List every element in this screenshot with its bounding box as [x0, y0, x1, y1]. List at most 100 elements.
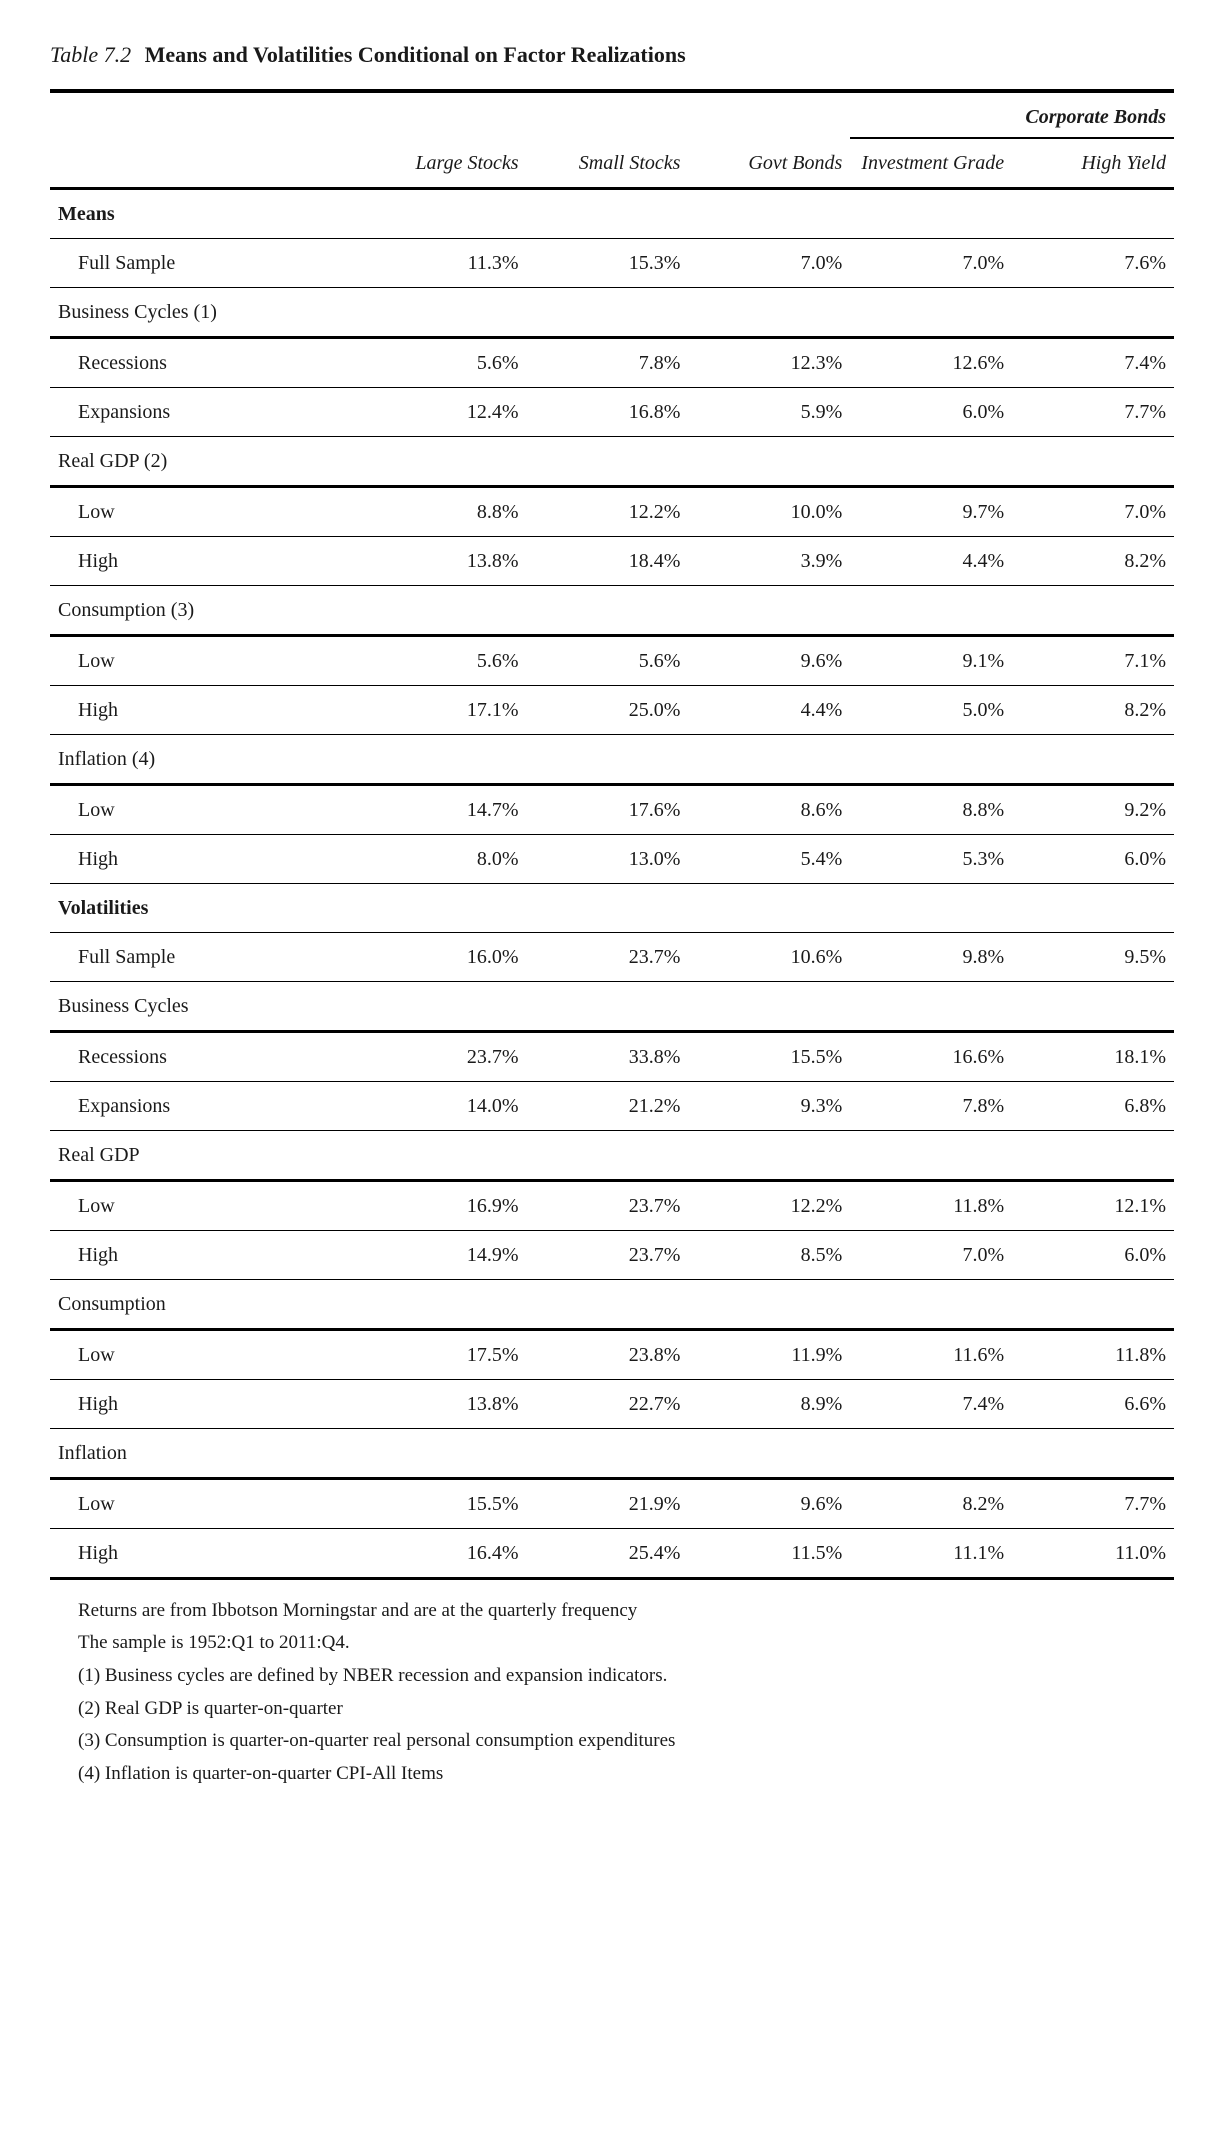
cell: 13.0%: [527, 834, 689, 883]
table-number: Table 7.2: [50, 42, 131, 67]
row-label: High: [50, 1528, 365, 1578]
cell: 13.8%: [365, 536, 527, 585]
cell: 8.8%: [365, 486, 527, 536]
row-label: High: [50, 834, 365, 883]
cell: 11.8%: [850, 1180, 1012, 1230]
cell: 5.9%: [688, 387, 850, 436]
cell: 6.0%: [1012, 1230, 1174, 1279]
cell: 11.5%: [688, 1528, 850, 1578]
cell: 33.8%: [527, 1031, 689, 1081]
cell: 12.6%: [850, 337, 1012, 387]
row-label: Expansions: [50, 387, 365, 436]
cell: 16.6%: [850, 1031, 1012, 1081]
row-label: Low: [50, 1329, 365, 1379]
section-header-means: Means: [50, 188, 1174, 238]
group-header: Real GDP (2): [50, 436, 1174, 486]
group-header: Consumption (3): [50, 585, 1174, 635]
cell: 21.2%: [527, 1081, 689, 1130]
section-header-volatilities: Volatilities: [50, 883, 1174, 932]
cell: 7.7%: [1012, 387, 1174, 436]
cell: 9.5%: [1012, 932, 1174, 981]
row-label: Full Sample: [50, 932, 365, 981]
row-label: High: [50, 1230, 365, 1279]
cell: 9.6%: [688, 1478, 850, 1528]
cell: 12.2%: [688, 1180, 850, 1230]
cell: 5.3%: [850, 834, 1012, 883]
cell: 8.9%: [688, 1379, 850, 1428]
cell: 7.1%: [1012, 635, 1174, 685]
table-footnotes: Returns are from Ibbotson Morningstar an…: [50, 1598, 1174, 1788]
group-header: Inflation (4): [50, 734, 1174, 784]
row-label: Low: [50, 635, 365, 685]
cell: 3.9%: [688, 536, 850, 585]
cell: 6.8%: [1012, 1081, 1174, 1130]
cell: 15.3%: [527, 238, 689, 287]
cell: 11.8%: [1012, 1329, 1174, 1379]
cell: 6.0%: [1012, 834, 1174, 883]
cell: 17.5%: [365, 1329, 527, 1379]
cell: 18.1%: [1012, 1031, 1174, 1081]
cell: 11.0%: [1012, 1528, 1174, 1578]
row-label: High: [50, 1379, 365, 1428]
cell: 5.6%: [365, 635, 527, 685]
cell: 15.5%: [365, 1478, 527, 1528]
cell: 23.8%: [527, 1329, 689, 1379]
row-label: Low: [50, 1478, 365, 1528]
cell: 18.4%: [527, 536, 689, 585]
cell: 11.3%: [365, 238, 527, 287]
cell: 12.2%: [527, 486, 689, 536]
cell: 12.1%: [1012, 1180, 1174, 1230]
cell: 7.0%: [1012, 486, 1174, 536]
cell: 9.1%: [850, 635, 1012, 685]
cell: 7.8%: [850, 1081, 1012, 1130]
cell: 9.6%: [688, 635, 850, 685]
column-header-investment-grade: Investment Grade: [850, 138, 1012, 189]
row-label: Full Sample: [50, 238, 365, 287]
cell: 17.1%: [365, 685, 527, 734]
row-label: Expansions: [50, 1081, 365, 1130]
row-label: Low: [50, 486, 365, 536]
cell: 17.6%: [527, 784, 689, 834]
cell: 14.7%: [365, 784, 527, 834]
cell: 14.9%: [365, 1230, 527, 1279]
footnote: (3) Consumption is quarter-on-quarter re…: [78, 1728, 1174, 1755]
group-header: Consumption: [50, 1279, 1174, 1329]
cell: 6.6%: [1012, 1379, 1174, 1428]
cell: 22.7%: [527, 1379, 689, 1428]
cell: 12.3%: [688, 337, 850, 387]
group-header: Real GDP: [50, 1130, 1174, 1180]
group-header: Inflation: [50, 1428, 1174, 1478]
cell: 9.7%: [850, 486, 1012, 536]
cell: 7.0%: [850, 1230, 1012, 1279]
cell: 8.8%: [850, 784, 1012, 834]
cell: 16.8%: [527, 387, 689, 436]
header-blank: [688, 91, 850, 138]
column-header-high-yield: High Yield: [1012, 138, 1174, 189]
cell: 25.4%: [527, 1528, 689, 1578]
cell: 7.0%: [850, 238, 1012, 287]
cell: 5.0%: [850, 685, 1012, 734]
cell: 14.0%: [365, 1081, 527, 1130]
header-blank: [50, 138, 365, 189]
header-blank: [50, 91, 365, 138]
cell: 9.2%: [1012, 784, 1174, 834]
group-header: Business Cycles: [50, 981, 1174, 1031]
row-label: High: [50, 685, 365, 734]
cell: 9.3%: [688, 1081, 850, 1130]
cell: 13.8%: [365, 1379, 527, 1428]
cell: 16.4%: [365, 1528, 527, 1578]
cell: 9.8%: [850, 932, 1012, 981]
cell: 4.4%: [850, 536, 1012, 585]
footnote: (1) Business cycles are defined by NBER …: [78, 1663, 1174, 1690]
cell: 11.1%: [850, 1528, 1012, 1578]
cell: 10.0%: [688, 486, 850, 536]
group-header: Business Cycles (1): [50, 287, 1174, 337]
cell: 7.7%: [1012, 1478, 1174, 1528]
cell: 7.4%: [1012, 337, 1174, 387]
cell: 10.6%: [688, 932, 850, 981]
cell: 5.4%: [688, 834, 850, 883]
cell: 7.0%: [688, 238, 850, 287]
column-spanner-corporate-bonds: Corporate Bonds: [850, 91, 1174, 138]
cell: 4.4%: [688, 685, 850, 734]
cell: 8.2%: [850, 1478, 1012, 1528]
